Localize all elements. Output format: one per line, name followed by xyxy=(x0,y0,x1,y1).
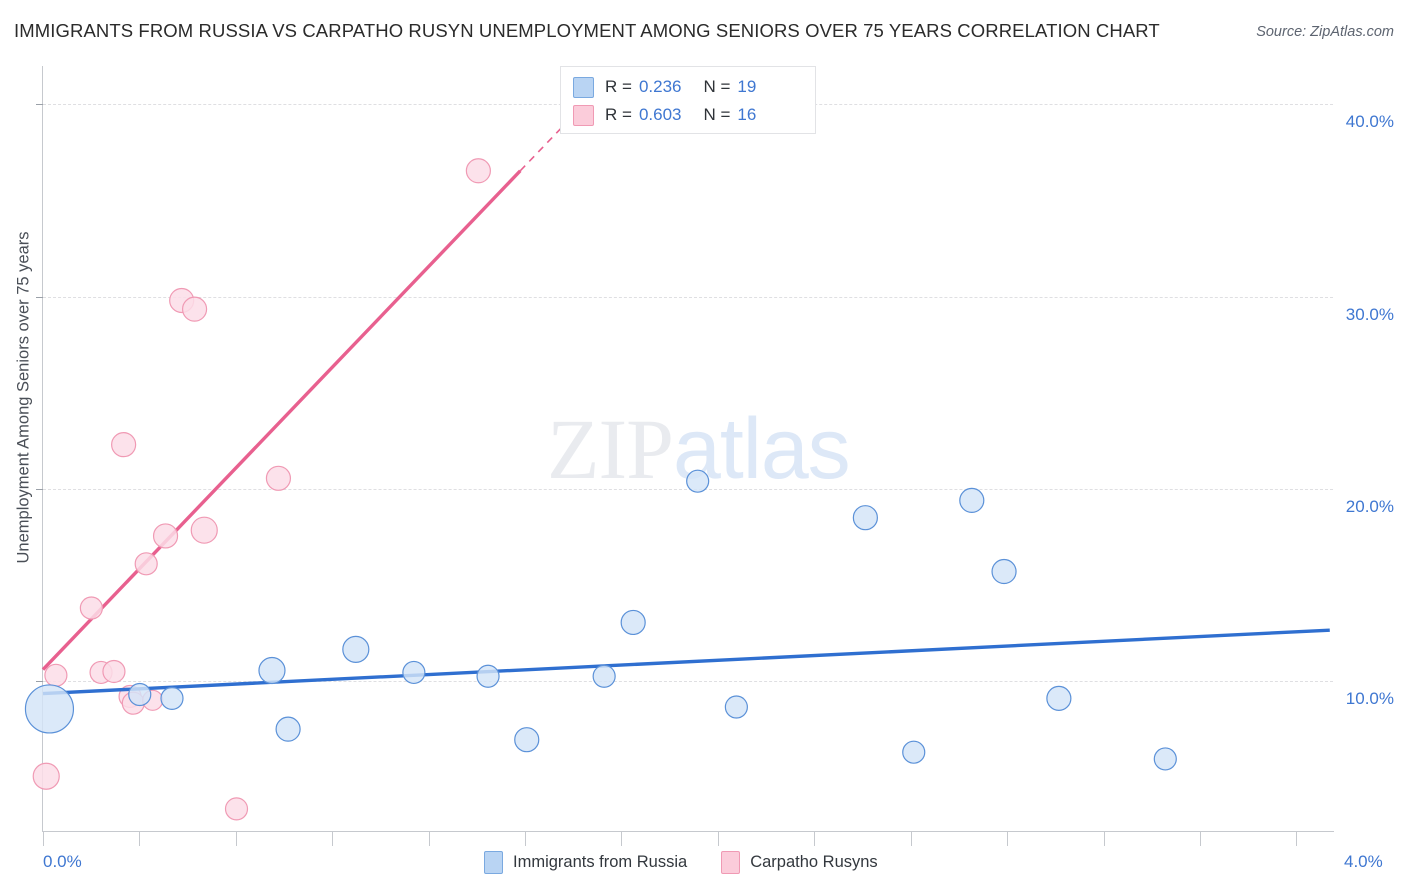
legend-label-rusyns: Carpatho Rusyns xyxy=(750,853,878,871)
x-axis-min-label: 0.0% xyxy=(43,852,82,871)
source-attribution: Source: ZipAtlas.com xyxy=(1256,24,1394,40)
x-tick-mark xyxy=(621,832,623,846)
correlation-stats-box: R = 0.236 N = 19 R = 0.603 N = 16 xyxy=(560,66,816,134)
r-label-blue: R = xyxy=(605,77,632,96)
n-label-blue: N = xyxy=(703,77,731,96)
x-tick-mark xyxy=(814,832,816,846)
x-tick-mark xyxy=(235,832,237,846)
x-axis-max-label: 4.0% xyxy=(1344,852,1383,871)
x-tick-mark xyxy=(1199,832,1201,846)
y-tick-mark xyxy=(36,104,43,106)
legend-swatch-rusyns-icon xyxy=(721,851,741,874)
y-axis-title: Unemployment Among Seniors over 75 years xyxy=(14,231,33,564)
y-tick-label: 30.0% xyxy=(1345,304,1394,324)
y-tick-label: 20.0% xyxy=(1345,496,1394,516)
stats-row-blue: R = 0.236 N = 19 xyxy=(573,73,805,101)
series-swatch-rusyns-icon xyxy=(573,104,594,126)
series-swatch-immigrants-icon xyxy=(573,76,594,98)
x-tick-mark xyxy=(428,832,430,846)
r-label-pink: R = xyxy=(605,105,632,124)
x-tick-mark xyxy=(717,832,719,846)
gridline xyxy=(43,296,1333,298)
gridline xyxy=(43,488,1333,490)
x-tick-mark xyxy=(139,832,141,846)
y-tick-label: 40.0% xyxy=(1345,112,1394,132)
legend-swatch-immigrants-icon xyxy=(484,851,503,874)
x-tick-mark xyxy=(1007,832,1009,846)
x-tick-mark xyxy=(525,832,527,846)
legend-label-immigrants: Immigrants from Russia xyxy=(513,853,688,871)
y-tick-mark xyxy=(36,488,43,490)
x-tick-mark xyxy=(332,832,334,846)
n-label-pink: N = xyxy=(703,105,731,124)
y-tick-label: 10.0% xyxy=(1345,689,1394,709)
x-tick-mark xyxy=(1296,832,1298,846)
series-legend: Immigrants from Russia Carpatho Rusyns xyxy=(484,851,912,874)
legend-item-rusyns[interactable]: Carpatho Rusyns xyxy=(721,851,878,874)
n-value-blue: 19 xyxy=(737,77,757,96)
plot-area xyxy=(43,66,1333,831)
y-tick-mark xyxy=(36,296,43,298)
gridline xyxy=(43,681,1333,683)
page-title: IMMIGRANTS FROM RUSSIA VS CARPATHO RUSYN… xyxy=(14,20,1160,41)
n-value-pink: 16 xyxy=(737,105,757,124)
r-value-blue: 0.236 xyxy=(638,77,682,96)
x-tick-mark xyxy=(910,832,912,846)
y-tick-mark xyxy=(36,681,43,683)
r-value-pink: 0.603 xyxy=(638,105,682,124)
x-tick-mark xyxy=(1103,832,1105,846)
legend-item-immigrants[interactable]: Immigrants from Russia xyxy=(484,851,687,874)
x-tick-mark xyxy=(43,832,44,846)
stats-row-pink: R = 0.603 N = 16 xyxy=(573,101,805,129)
x-axis-line xyxy=(42,831,1334,832)
